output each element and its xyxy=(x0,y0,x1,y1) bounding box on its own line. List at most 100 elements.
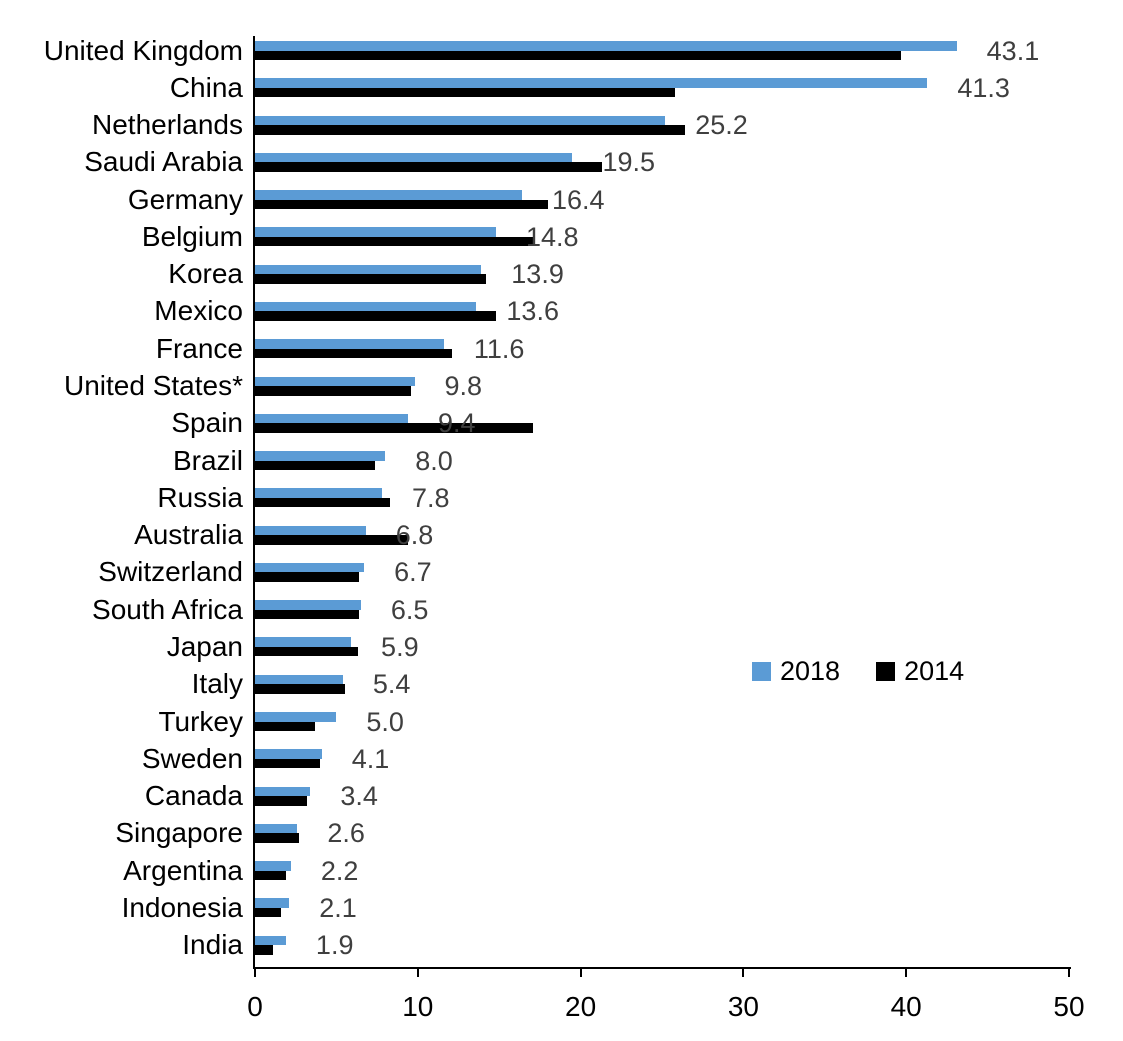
legend-swatch-2014 xyxy=(876,662,896,681)
category-label-india: India xyxy=(182,929,243,961)
value-label-india: 1.9 xyxy=(315,930,354,961)
x-tick-label-0: 0 xyxy=(247,991,263,1022)
bar-2014-france xyxy=(255,348,452,359)
bar-2014-italy xyxy=(255,684,345,694)
x-tick-label-50: 50 xyxy=(1053,991,1085,1022)
bar-2018-united-kingdom xyxy=(255,41,957,51)
category-label-indonesia: Indonesia xyxy=(121,891,243,923)
category-label-netherlands: Netherlands xyxy=(92,109,243,141)
bar-2018-spain xyxy=(255,413,409,424)
x-tick-mark-0 xyxy=(254,967,256,977)
category-label-switzerland: Switzerland xyxy=(98,556,243,588)
value-label-canada: 3.4 xyxy=(340,781,378,812)
bar-2018-korea xyxy=(255,264,482,275)
category-label-south-africa: South Africa xyxy=(92,593,243,625)
value-label-spain: 9.4 xyxy=(438,408,476,439)
category-label-saudi-arabia: Saudi Arabia xyxy=(84,146,243,178)
bar-2018-india xyxy=(255,935,286,946)
category-label-france: France xyxy=(155,332,243,364)
bar-2018-france xyxy=(255,339,444,349)
value-label-south-africa: 6.5 xyxy=(390,594,429,625)
legend-label-2014: 2014 xyxy=(904,656,965,686)
legend-label-2018: 2018 xyxy=(780,656,841,686)
x-tick-mark-30 xyxy=(742,967,745,977)
bar-2018-brazil xyxy=(255,451,386,461)
bar-2014-japan xyxy=(255,646,358,657)
bar-2018-netherlands xyxy=(255,115,666,126)
value-label-singapore: 2.6 xyxy=(327,818,365,849)
bar-2014-germany xyxy=(255,199,549,210)
category-label-italy: Italy xyxy=(191,668,243,700)
value-label-united-kingdom: 43.1 xyxy=(986,35,1040,66)
bar-2018-united-states xyxy=(255,376,415,387)
bar-2014-united-states xyxy=(255,386,412,396)
bar-2014-indonesia xyxy=(255,907,282,918)
bar-2014-turkey xyxy=(255,721,316,732)
value-label-turkey: 5.0 xyxy=(366,706,404,737)
bar-2018-china xyxy=(255,78,928,88)
bar-2018-russia xyxy=(255,488,382,498)
category-label-australia: Australia xyxy=(134,519,243,551)
value-label-switzerland: 6.7 xyxy=(394,557,432,588)
bar-2014-saudi-arabia xyxy=(255,162,602,172)
category-label-brazil: Brazil xyxy=(172,444,243,476)
category-label-japan: Japan xyxy=(166,630,243,662)
value-label-korea: 13.9 xyxy=(511,259,564,290)
category-label-canada: Canada xyxy=(144,780,243,812)
category-label-singapore: Singapore xyxy=(115,817,243,849)
value-label-brazil: 8.0 xyxy=(415,445,453,476)
value-label-sweden: 4.1 xyxy=(351,743,390,774)
x-tick-mark-50 xyxy=(1068,967,1070,977)
bar-2014-spain xyxy=(255,423,534,433)
category-label-united-states: United States* xyxy=(64,370,243,402)
bar-2014-switzerland xyxy=(255,572,360,582)
bar-2018-japan xyxy=(255,637,352,647)
value-label-indonesia: 2.1 xyxy=(319,892,357,923)
bar-2014-australia xyxy=(255,535,409,545)
x-tick-label-40: 40 xyxy=(890,991,922,1022)
bar-2018-italy xyxy=(255,674,343,685)
legend: 2018 2014 xyxy=(752,656,964,687)
bar-2014-mexico xyxy=(255,311,496,321)
x-tick-label-30: 30 xyxy=(727,991,759,1022)
bar-2014-singapore xyxy=(255,833,299,843)
value-label-russia: 7.8 xyxy=(411,482,450,513)
bar-2018-germany xyxy=(255,190,522,200)
bar-2014-united-kingdom xyxy=(255,50,902,60)
category-label-germany: Germany xyxy=(127,183,243,215)
bar-2018-argentina xyxy=(255,861,291,871)
bar-2014-china xyxy=(255,87,676,98)
value-label-united-states: 9.8 xyxy=(444,371,483,402)
bar-2014-korea xyxy=(255,274,487,284)
x-tick-mark-40 xyxy=(905,967,908,977)
bar-2018-switzerland xyxy=(255,562,365,573)
category-label-turkey: Turkey xyxy=(158,705,243,737)
category-label-china: China xyxy=(169,71,243,103)
value-label-netherlands: 25.2 xyxy=(695,110,748,141)
category-label-spain: Spain xyxy=(171,407,243,439)
value-label-argentina: 2.2 xyxy=(320,855,359,886)
x-tick-mark-20 xyxy=(579,967,582,977)
bar-2014-argentina xyxy=(255,870,286,881)
bar-2018-turkey xyxy=(255,712,337,722)
value-label-france: 11.6 xyxy=(473,333,525,364)
x-tick-label-10: 10 xyxy=(402,991,434,1022)
bar-2014-belgium xyxy=(255,236,536,247)
bar-2018-south-africa xyxy=(255,600,361,610)
value-label-belgium: 14.8 xyxy=(525,221,579,252)
category-label-sweden: Sweden xyxy=(141,742,243,774)
category-label-russia: Russia xyxy=(157,481,243,513)
bar-2018-mexico xyxy=(255,301,477,312)
bar-2014-india xyxy=(255,945,273,955)
value-label-mexico: 13.6 xyxy=(506,296,559,327)
x-axis-line xyxy=(253,967,1071,969)
bar-2014-sweden xyxy=(255,758,321,769)
bar-2014-russia xyxy=(255,497,391,508)
bar-2014-brazil xyxy=(255,460,376,471)
bar-2014-south-africa xyxy=(255,609,360,620)
value-label-australia: 6.8 xyxy=(395,520,434,551)
bar-2014-canada xyxy=(255,796,308,806)
category-label-united-kingdom: United Kingdom xyxy=(43,34,243,66)
value-label-saudi-arabia: 19.5 xyxy=(602,147,656,178)
